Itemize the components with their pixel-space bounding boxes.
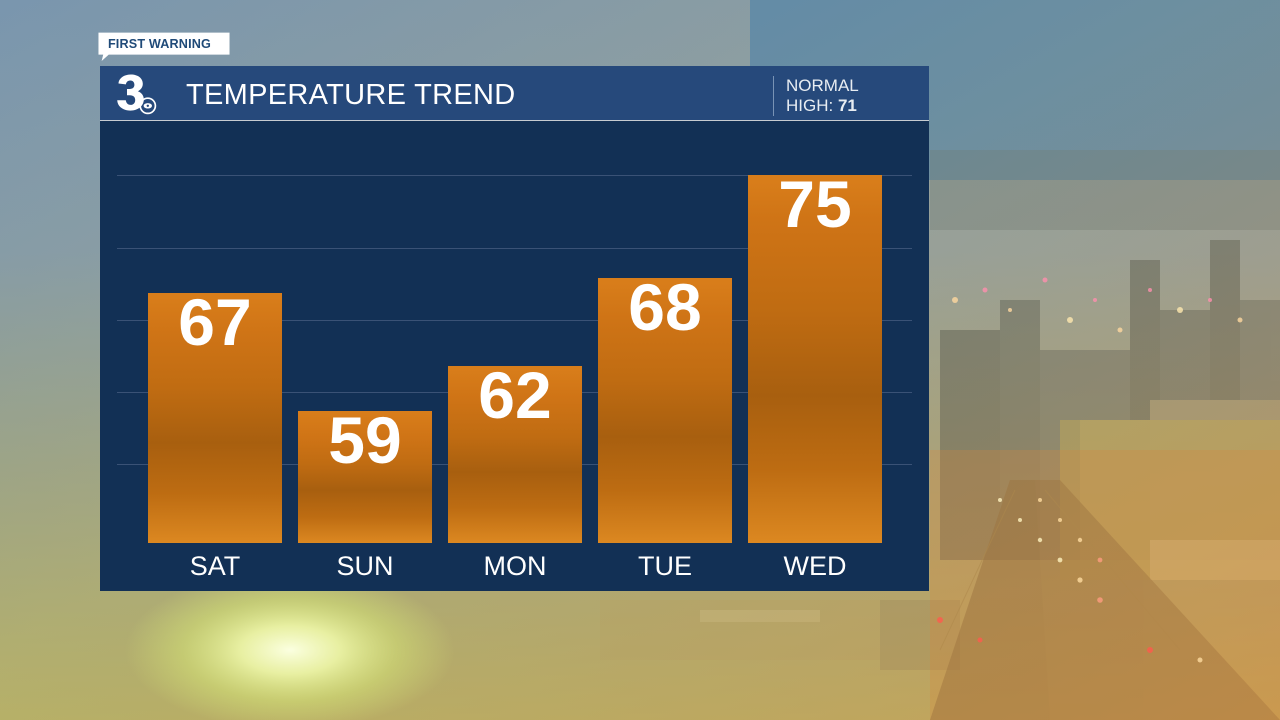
svg-text:FIRST WARNING: FIRST WARNING bbox=[108, 37, 211, 51]
